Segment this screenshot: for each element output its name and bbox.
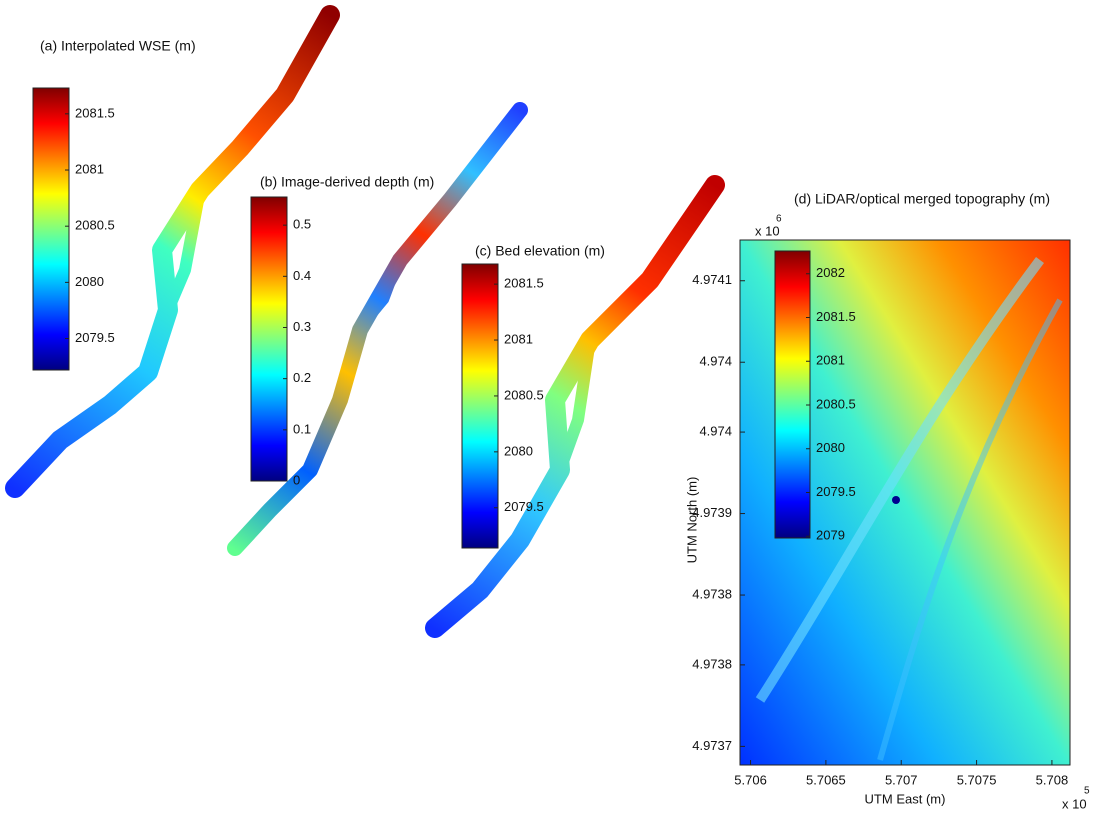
colorbar-tick-label: 2082 — [816, 265, 845, 280]
y-exponent-power: 6 — [776, 214, 782, 225]
colorbar-tick-label: 2080 — [816, 440, 845, 455]
panel-title: (d) LiDAR/optical merged topography (m) — [794, 191, 1050, 207]
colorbar-tick-label: 0.2 — [293, 370, 311, 385]
colorbar — [774, 250, 811, 539]
x-tick-label: 5.706 — [734, 772, 767, 787]
colorbar-tick-label: 2081.5 — [504, 276, 544, 291]
river-c — [425, 175, 725, 638]
colorbar-tick-label: 0.1 — [293, 421, 311, 436]
y-tick-label: 4.9737 — [692, 738, 732, 753]
x-axis-label: UTM East (m) — [865, 791, 946, 806]
river-b — [227, 102, 528, 556]
river-a-branch — [162, 184, 206, 316]
y-tick-label: 4.974 — [699, 354, 732, 369]
colorbar-tick-label: 2079.5 — [816, 484, 856, 499]
x-tick-label: 5.707 — [885, 772, 918, 787]
y-tick-label: 4.974 — [699, 424, 732, 439]
channel-streak — [877, 298, 1063, 761]
colorbar-tick-label: 0.5 — [293, 217, 311, 232]
colorbar-tick-label: 2081.5 — [816, 309, 856, 324]
river-c-branch — [554, 334, 596, 476]
colorbar-tick-label: 2079.5 — [75, 330, 115, 345]
river-b-branch — [356, 256, 404, 334]
x-tick-label: 5.7065 — [806, 772, 846, 787]
panel-title: (a) Interpolated WSE (m) — [40, 38, 196, 54]
x-tick-label: 5.708 — [1036, 772, 1069, 787]
panel-title: (b) Image-derived depth (m) — [260, 174, 434, 190]
axes-frame — [739, 239, 1071, 766]
panel-title: (c) Bed elevation (m) — [475, 243, 605, 259]
colorbar — [250, 196, 288, 482]
y-tick-label: 4.9739 — [692, 505, 732, 520]
colorbar-tick-label: 2081 — [816, 353, 845, 368]
colorbar-tick-label: 2080.5 — [504, 387, 544, 402]
y-tick-label: 4.9738 — [692, 586, 732, 601]
depression — [892, 496, 900, 504]
x-exponent: x 10 — [1062, 796, 1087, 811]
colorbar — [32, 87, 70, 371]
colorbar-tick-label: 2079 — [816, 528, 845, 543]
y-tick-label: 4.9741 — [692, 272, 732, 287]
colorbar-tick-label: 2079.5 — [504, 499, 544, 514]
river-a — [5, 5, 340, 498]
colorbar-tick-label: 2080.5 — [816, 396, 856, 411]
y-tick-label: 4.9738 — [692, 656, 732, 671]
channel-streak — [755, 257, 1045, 703]
x-exponent-power: 5 — [1084, 786, 1090, 797]
colorbar-tick-label: 2081.5 — [75, 105, 115, 120]
colorbar-tick-label: 0 — [293, 472, 300, 487]
colorbar — [461, 263, 499, 549]
river-maps — [5, 5, 725, 638]
colorbar-tick-label: 2081 — [504, 331, 533, 346]
colorbar-tick-label: 2080.5 — [75, 218, 115, 233]
colorbar-tick-label: 0.4 — [293, 268, 311, 283]
y-axis-label: UTM North (m) — [684, 477, 699, 564]
y-exponent: x 10 — [755, 223, 780, 238]
colorbar-tick-label: 2081 — [75, 161, 104, 176]
colorbar-tick-label: 2080 — [504, 443, 533, 458]
colorbar-tick-label: 0.3 — [293, 319, 311, 334]
colorbar-tick-label: 2080 — [75, 274, 104, 289]
x-tick-label: 5.7075 — [957, 772, 997, 787]
